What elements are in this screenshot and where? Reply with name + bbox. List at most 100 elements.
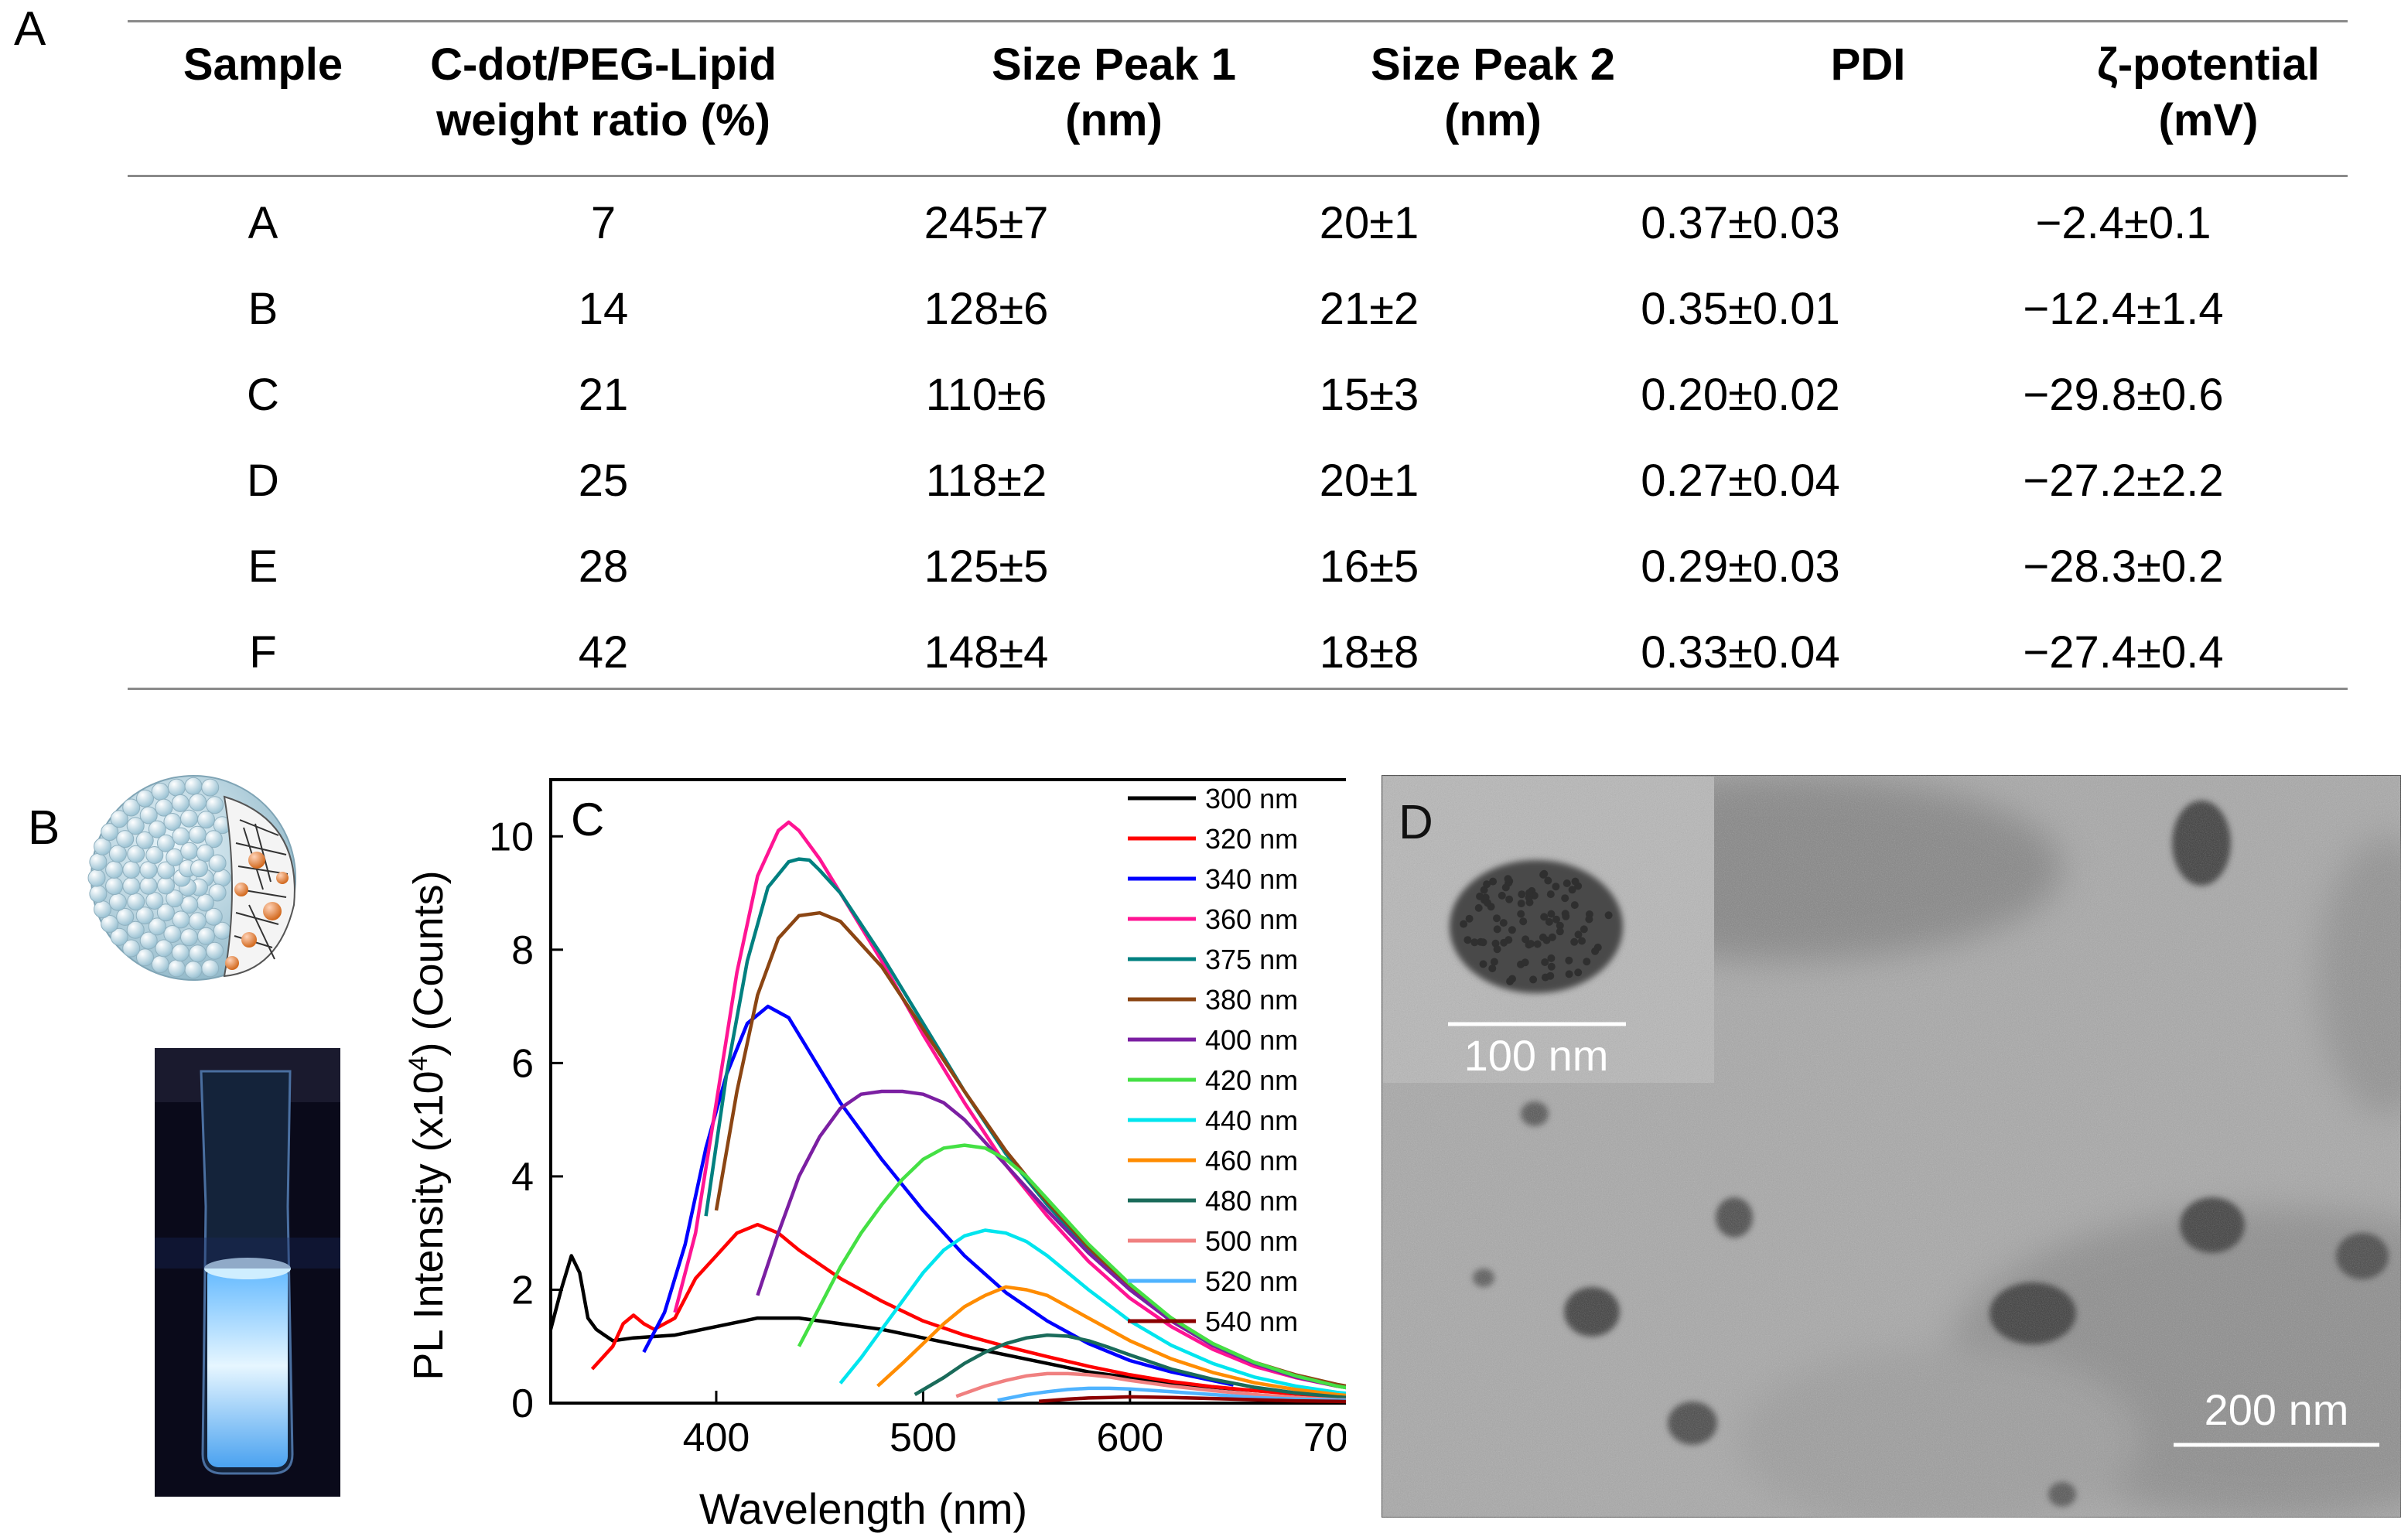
inset-scale-label: 100 nm	[1464, 1031, 1609, 1080]
series-line-480-nm	[914, 1333, 1346, 1399]
pl-spectra-chart: 400 500 600 700 0 2 4 6 8 10 300 nm 320 nm 340 nm 36…	[404, 778, 1346, 1533]
cell-weight-ratio: 7	[590, 198, 616, 248]
header-weight-ratio-line2: weight ratio (%)	[436, 95, 770, 145]
header-size-peak-1: Size Peak 1 (nm)	[905, 37, 1323, 149]
header-sample-line1: Sample	[183, 39, 343, 90]
series-line-420-nm	[797, 1143, 1346, 1390]
y-tick-label: 8	[511, 928, 534, 973]
header-size-peak-1-line1: Size Peak 1	[992, 39, 1236, 90]
cell-size-peak-1: 110±6	[925, 370, 1047, 420]
tem-inset: 100 nm	[1383, 777, 1714, 1083]
table-header-rule	[128, 175, 2348, 177]
cell-weight-ratio: 14	[578, 284, 629, 334]
cell-zeta-potential: −12.4±1.4	[2023, 284, 2224, 334]
cell-size-peak-2: 16±5	[1319, 541, 1419, 592]
table-bottom-rule	[128, 688, 2348, 690]
panel-label-d: D	[1399, 796, 1433, 849]
legend-label: 540 nm	[1205, 1306, 1298, 1337]
y-label-suffix: ) (Counts)	[405, 870, 452, 1056]
cell-sample: C	[247, 370, 279, 420]
chart-legend: 300 nm 320 nm 340 nm 360 nm 375 nm 380 nm 400 …	[1128, 783, 1298, 1337]
chart-series	[548, 820, 1346, 1404]
legend-label: 520 nm	[1205, 1265, 1298, 1297]
y-tick-label: 2	[511, 1268, 534, 1313]
y-tick-label: 10	[489, 814, 534, 859]
legend-label: 380 nm	[1205, 984, 1298, 1016]
legend-label: 420 nm	[1205, 1064, 1298, 1096]
header-zeta-line1: ζ-potential	[2097, 39, 2320, 90]
cell-size-peak-2: 15±3	[1319, 370, 1419, 420]
legend-label: 500 nm	[1205, 1225, 1298, 1257]
series-line-540-nm	[1039, 1395, 1346, 1404]
header-weight-ratio-line1: C-dot/PEG-Lipid	[430, 39, 777, 90]
cell-pdi: 0.27±0.04	[1641, 456, 1840, 506]
liposome-sphere	[87, 775, 296, 981]
liposome-illustration	[87, 775, 340, 1497]
panel-label-c: C	[571, 794, 604, 845]
cell-pdi: 0.37±0.03	[1641, 198, 1840, 248]
series-line-460-nm	[876, 1285, 1346, 1398]
y-tick-label: 4	[511, 1155, 534, 1200]
legend-label: 340 nm	[1205, 863, 1298, 895]
cell-zeta-potential: −27.4±0.4	[2023, 627, 2224, 678]
cell-sample: D	[247, 456, 279, 506]
cell-weight-ratio: 28	[578, 541, 629, 592]
legend-label: 440 nm	[1205, 1105, 1298, 1136]
series-line-320-nm	[590, 1222, 1346, 1399]
chart-axes: 400 500 600 700 0 2 4 6 8 10	[489, 778, 1346, 1460]
header-sample: Sample	[128, 37, 398, 93]
series-line-360-nm	[673, 820, 1346, 1389]
chart-y-axis-label: PL Intensity (x104) (Counts)	[404, 870, 452, 1380]
cell-sample: F	[249, 627, 277, 678]
cell-size-peak-2: 20±1	[1319, 198, 1419, 248]
cell-sample: B	[248, 284, 278, 334]
header-pdi-line1: PDI	[1830, 39, 1906, 90]
x-tick-label: 500	[890, 1415, 957, 1460]
legend-label: 320 nm	[1205, 823, 1298, 855]
cell-size-peak-2: 21±2	[1319, 284, 1419, 334]
series-line-440-nm	[838, 1228, 1346, 1395]
y-label-prefix: PL Intensity (x10	[405, 1070, 452, 1380]
legend-label: 375 nm	[1205, 944, 1298, 975]
plot-frame	[549, 778, 1346, 1405]
cell-size-peak-1: 245±7	[924, 198, 1049, 248]
cell-size-peak-2: 20±1	[1319, 456, 1419, 506]
panel-label-b: B	[28, 801, 60, 855]
legend-label: 400 nm	[1205, 1024, 1298, 1056]
legend-label: 300 nm	[1205, 783, 1298, 814]
cell-size-peak-2: 18±8	[1319, 627, 1419, 678]
y-tick-label: 0	[511, 1381, 534, 1426]
header-size-peak-2-line2: (nm)	[1444, 95, 1542, 145]
main-scale-label: 200 nm	[2205, 1385, 2349, 1434]
header-weight-ratio: C-dot/PEG-Lipid weight ratio (%)	[398, 37, 808, 149]
y-tick-label: 6	[511, 1041, 534, 1086]
cell-sample: E	[248, 541, 278, 592]
legend-label: 480 nm	[1205, 1185, 1298, 1217]
tem-micrograph: 100 nm D 200 nm	[1382, 775, 2401, 1518]
chart-x-axis-label: Wavelength (nm)	[699, 1484, 1027, 1533]
header-pdi: PDI	[1659, 37, 2077, 93]
cell-weight-ratio: 25	[578, 456, 629, 506]
cell-zeta-potential: −27.2±2.2	[2023, 456, 2224, 506]
x-tick-label: 700	[1303, 1415, 1346, 1460]
cell-zeta-potential: −29.8±0.6	[2023, 370, 2224, 420]
y-label-exponent: 4	[404, 1056, 433, 1070]
cell-weight-ratio: 42	[578, 627, 629, 678]
x-tick-label: 400	[683, 1415, 750, 1460]
header-size-peak-1-line2: (nm)	[1065, 95, 1163, 145]
table-top-rule	[128, 20, 2348, 22]
cell-pdi: 0.20±0.02	[1641, 370, 1840, 420]
cell-sample: A	[248, 198, 278, 248]
header-zeta-potential: ζ-potential (mV)	[2000, 37, 2401, 149]
cell-size-peak-1: 128±6	[924, 284, 1049, 334]
cell-pdi: 0.35±0.01	[1641, 284, 1840, 334]
legend-label: 360 nm	[1205, 903, 1298, 935]
cell-zeta-potential: −2.4±0.1	[2035, 198, 2211, 248]
cell-pdi: 0.33±0.04	[1641, 627, 1840, 678]
cell-pdi: 0.29±0.03	[1641, 541, 1840, 592]
header-size-peak-2: Size Peak 2 (nm)	[1284, 37, 1702, 149]
cell-size-peak-1: 118±2	[925, 456, 1047, 506]
header-size-peak-2-line1: Size Peak 2	[1371, 39, 1615, 90]
header-zeta-line2: (mV)	[2158, 95, 2259, 145]
series-line-340-nm	[642, 1004, 1235, 1387]
